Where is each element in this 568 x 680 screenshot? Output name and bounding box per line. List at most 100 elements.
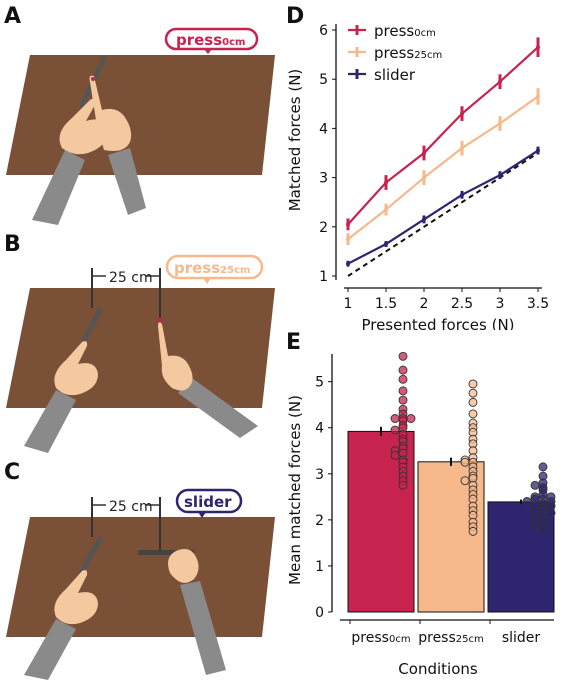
chart-e: Conditions Mean matched forces (N) 0 1 2 3 4 5… xyxy=(286,351,556,678)
data-point xyxy=(460,476,470,486)
distance-label: 25 cm xyxy=(109,270,153,286)
data-point-slider xyxy=(384,242,388,247)
panel-a-illustration: press0cm xyxy=(6,27,275,225)
identity-line xyxy=(347,152,539,277)
table-surface xyxy=(6,55,275,175)
slider-device xyxy=(138,550,194,555)
data-point-press25cm xyxy=(346,237,350,242)
legend-label-main: press xyxy=(374,44,414,62)
category-label-main: press xyxy=(351,630,389,646)
data-point xyxy=(398,480,408,490)
data-point xyxy=(468,379,478,389)
data-point xyxy=(468,409,478,419)
data-point xyxy=(468,388,478,398)
data-point xyxy=(468,526,478,536)
legend-label-main: slider xyxy=(374,66,416,84)
panel-letter-e: E xyxy=(286,330,302,355)
data-point xyxy=(530,480,540,490)
data-point xyxy=(460,457,470,467)
legend-label-sub: 25cm xyxy=(414,50,442,61)
data-point xyxy=(522,496,532,506)
data-point xyxy=(546,508,556,518)
data-point xyxy=(406,414,416,423)
data-point-slider xyxy=(460,192,464,197)
right-arm xyxy=(108,148,146,215)
data-point-press25cm xyxy=(384,207,388,212)
data-point-press0cm xyxy=(460,111,464,116)
data-point-press0cm xyxy=(536,45,540,50)
data-point xyxy=(398,365,408,375)
left-arm xyxy=(32,150,85,225)
data-point-slider xyxy=(346,261,350,266)
right-hand xyxy=(158,322,193,391)
panel-letter-d: D xyxy=(286,4,305,29)
ruler-slit xyxy=(77,536,103,578)
y-tick-label: 5 xyxy=(319,72,328,88)
fingertip-marker xyxy=(91,77,95,81)
left-hand xyxy=(54,570,98,625)
y-tick-label: 1 xyxy=(319,269,328,285)
x-tick-label: 3.5 xyxy=(527,296,549,312)
x-tick-label: 2.5 xyxy=(451,296,473,312)
slider-tag: slider xyxy=(175,488,243,518)
y-tick-label: 4 xyxy=(319,121,328,137)
data-point xyxy=(398,351,408,361)
data-point-slider xyxy=(498,173,502,178)
table-surface xyxy=(6,288,275,408)
distance-label: 25 cm xyxy=(109,499,153,515)
panel-letter-b: B xyxy=(4,232,21,257)
data-point-slider xyxy=(536,148,540,153)
press25cm-tag: press25cm xyxy=(165,254,264,284)
data-point xyxy=(390,450,400,460)
data-point xyxy=(398,386,408,396)
legend-label-main: press xyxy=(374,22,414,40)
data-point-press0cm xyxy=(422,151,426,155)
panel-b-illustration: 25 cm press25cm xyxy=(6,254,275,453)
y-tick-label: 2 xyxy=(315,513,324,529)
series-line-press25cm xyxy=(347,95,539,240)
y-tick-label: 0 xyxy=(315,605,324,621)
x-tick-label: 2 xyxy=(420,296,429,312)
press0cm-tag-main: press xyxy=(176,31,222,49)
y-tick-label: 2 xyxy=(319,220,328,236)
y-tick-label: 3 xyxy=(315,467,324,483)
category-label: press25cm xyxy=(418,630,484,646)
left-arm xyxy=(24,390,76,453)
chart-d: Matched forces (N) Presented forces (N) … xyxy=(286,22,549,330)
data-point xyxy=(538,526,548,536)
data-point xyxy=(390,414,400,423)
x-axis-label: Conditions xyxy=(398,660,478,678)
slider-tag-label: slider xyxy=(184,493,232,511)
right-arm xyxy=(178,378,258,438)
svg-text:press0cm: press0cm xyxy=(176,31,245,49)
data-point-press0cm xyxy=(384,180,388,185)
y-tick-label: 5 xyxy=(315,375,324,391)
data-point-press25cm xyxy=(498,121,502,126)
data-point-press25cm xyxy=(536,94,540,99)
category-label-sub: 0cm xyxy=(389,634,411,645)
legend-label-sub: 0cm xyxy=(414,28,436,39)
y-tick-label: 6 xyxy=(319,23,328,39)
y-axis-label: Matched forces (N) xyxy=(286,69,304,212)
data-point xyxy=(390,425,400,435)
data-point-press25cm xyxy=(422,175,426,180)
left-hand xyxy=(59,98,108,155)
y-tick-label: 1 xyxy=(315,559,324,575)
x-tick-label: 1.5 xyxy=(375,296,397,312)
press25cm-tag-main: press xyxy=(174,259,220,277)
data-point xyxy=(398,374,408,384)
svg-text:press25cm: press25cm xyxy=(174,259,250,277)
data-point-press0cm xyxy=(346,222,350,227)
panel-c-illustration: 25 cm slider xyxy=(6,488,275,680)
data-point xyxy=(468,397,478,407)
distance-marker: 25 cm xyxy=(91,268,161,318)
right-hand xyxy=(168,549,199,583)
data-point xyxy=(398,395,408,405)
category-label: press0cm xyxy=(351,630,410,646)
legend-label-slider: slider xyxy=(374,66,416,84)
x-axis-label: Presented forces (N) xyxy=(361,316,514,330)
x-tick-label: 3 xyxy=(496,296,505,312)
right-hand xyxy=(89,75,132,151)
legend-label-press0cm: press0cm xyxy=(374,22,436,40)
data-point xyxy=(538,462,548,472)
